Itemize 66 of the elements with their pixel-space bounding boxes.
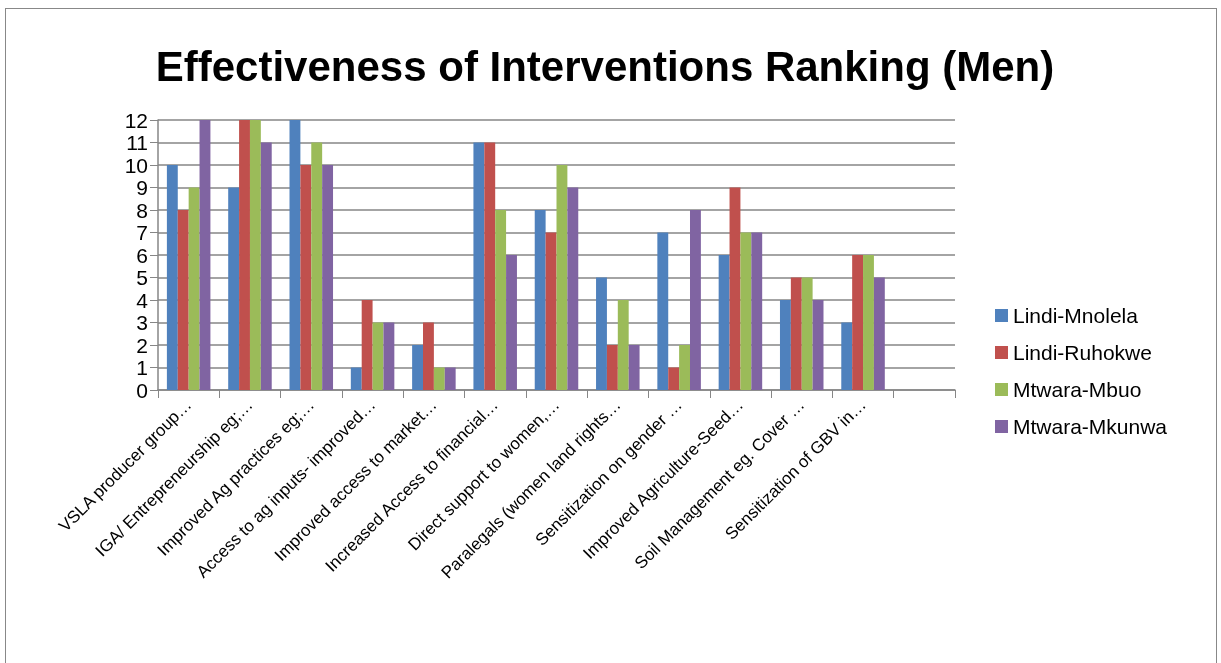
bar	[567, 187, 579, 390]
bar	[596, 277, 607, 390]
bar	[790, 277, 802, 390]
y-tick-label: 2	[136, 333, 148, 357]
y-tick-label: 3	[136, 311, 148, 334]
bar	[545, 232, 557, 390]
bar	[412, 345, 423, 390]
bar	[423, 322, 434, 390]
y-tick-label: 9	[136, 176, 148, 199]
y-tick-label: 5	[136, 266, 148, 289]
bar	[628, 345, 640, 390]
bar	[177, 210, 189, 390]
bar	[300, 165, 312, 390]
bar	[617, 300, 629, 390]
y-tick-label: 6	[136, 243, 148, 267]
bar	[863, 255, 874, 390]
bar	[873, 277, 885, 390]
bar	[679, 345, 690, 390]
bar	[740, 232, 752, 390]
bar	[249, 120, 261, 390]
bar	[361, 300, 373, 390]
y-tick-label: 4	[136, 288, 149, 312]
y-tick-label: 0	[136, 378, 148, 402]
bar	[383, 322, 395, 390]
bar	[350, 367, 362, 390]
bar	[506, 255, 517, 390]
y-tick-label: 10	[124, 153, 148, 177]
bar	[718, 255, 730, 390]
bar	[801, 277, 813, 390]
legend-label: Mtwara-Mbuo	[1013, 378, 1142, 401]
bar	[779, 300, 791, 390]
bar	[289, 120, 301, 390]
bar	[260, 142, 272, 390]
y-tick-label: 11	[126, 131, 148, 154]
y-tick-label: 12	[124, 108, 148, 132]
bar	[657, 232, 669, 390]
bar	[322, 165, 334, 390]
y-tick-label: 8	[136, 198, 148, 222]
bar	[852, 255, 864, 390]
y-tick-label: 1	[136, 356, 148, 379]
bar	[199, 120, 211, 390]
bar	[433, 367, 445, 390]
bar	[166, 165, 178, 390]
chart-title: Effectiveness of Interventions Ranking (Men)	[155, 42, 1055, 90]
bar	[841, 322, 853, 390]
bar	[668, 367, 680, 390]
bar	[690, 210, 701, 390]
legend-label: Lindi-Ruhokwe	[1013, 341, 1152, 364]
bar	[606, 345, 618, 390]
bar	[188, 187, 200, 390]
bar	[372, 322, 384, 390]
legend-label: Lindi-Mnolela	[1013, 304, 1139, 327]
bar	[473, 142, 485, 390]
bar	[484, 142, 496, 390]
bar	[444, 367, 456, 390]
bar	[228, 187, 240, 390]
bar	[311, 142, 323, 390]
bar	[556, 165, 568, 390]
bar	[239, 120, 250, 390]
bar	[751, 232, 763, 390]
bar	[534, 210, 546, 390]
legend-label: Mtwara-Mkunwa	[1013, 415, 1168, 438]
bar	[495, 210, 507, 390]
y-tick-label: 7	[136, 221, 148, 244]
bar	[812, 300, 824, 390]
bar	[729, 187, 741, 390]
